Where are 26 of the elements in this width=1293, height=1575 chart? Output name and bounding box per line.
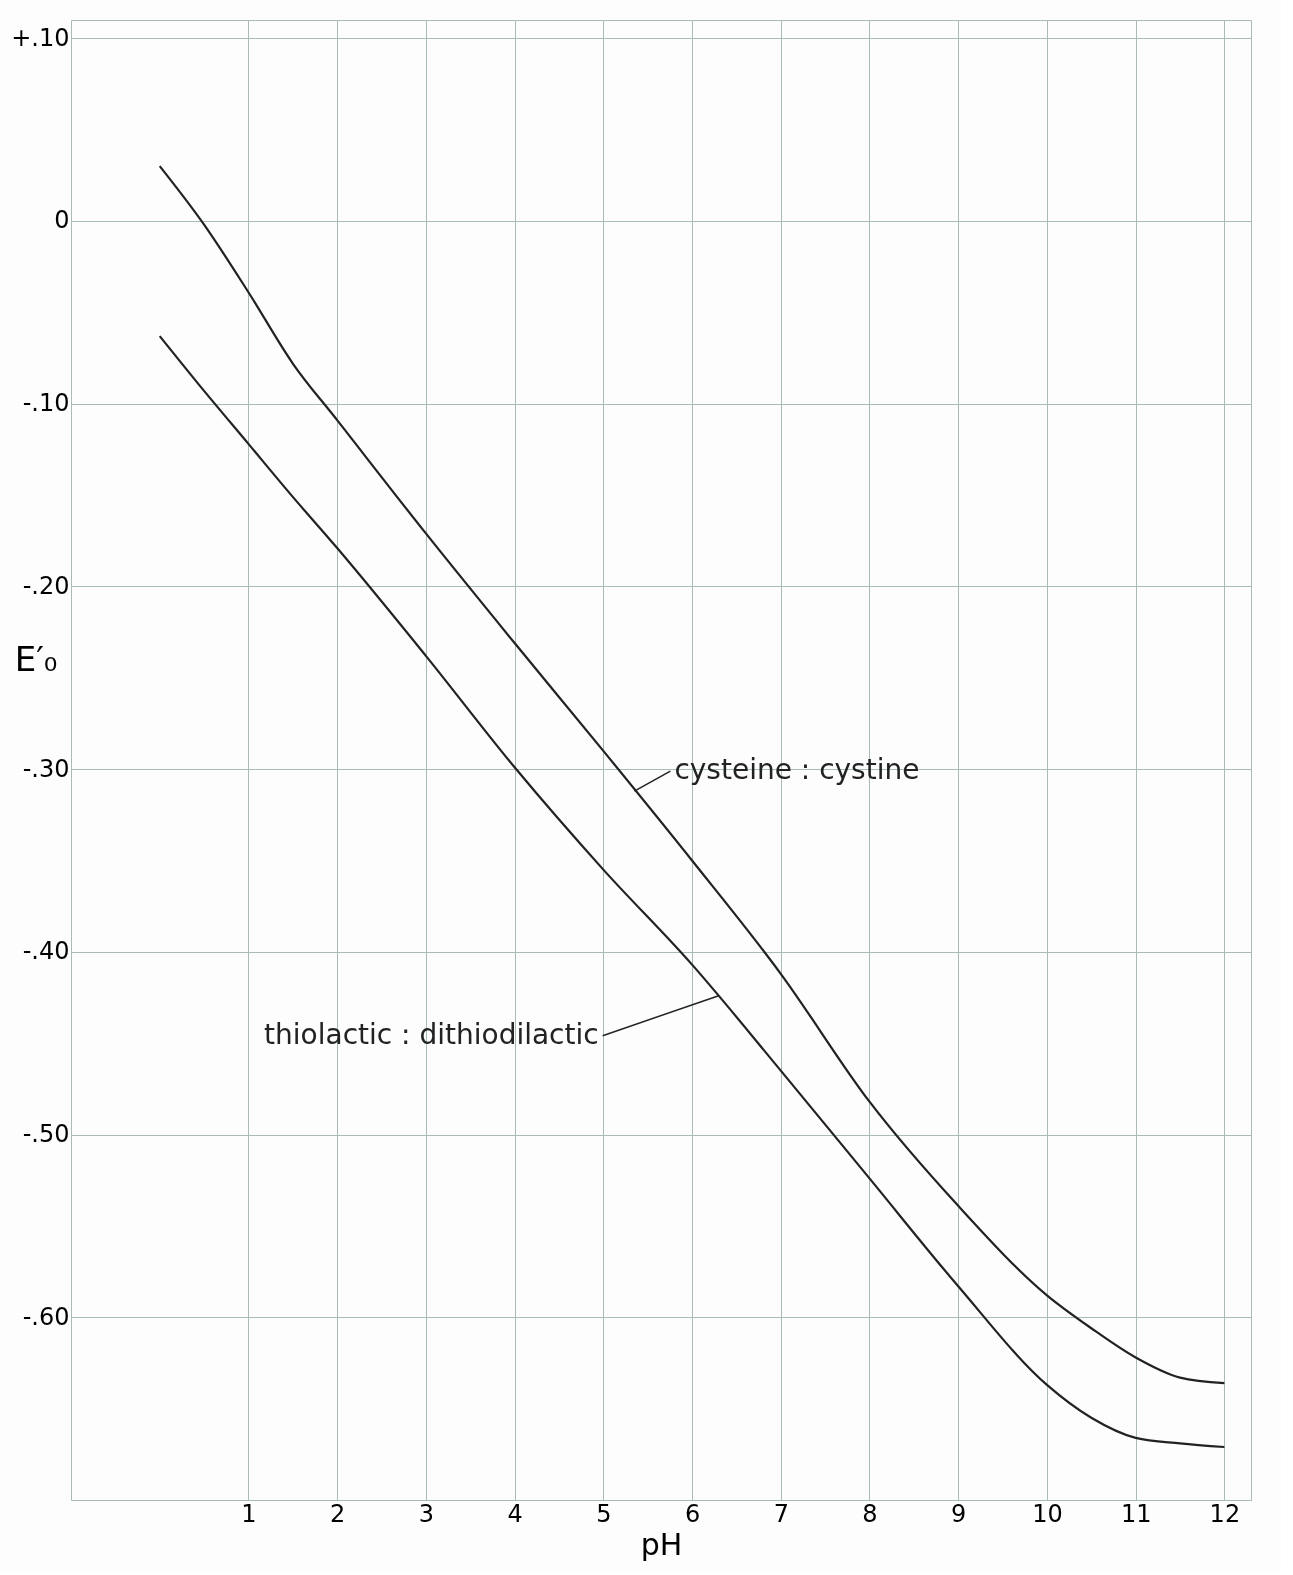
x-tick-label: 2 (330, 1499, 346, 1528)
y-tick-label: -.30 (22, 754, 70, 783)
x-tick-label: 4 (507, 1499, 523, 1528)
y-tick-label: 0 (54, 206, 70, 235)
x-tick-label: 9 (951, 1499, 967, 1528)
x-tick-label: 3 (418, 1499, 435, 1528)
x-tick-label: 8 (862, 1499, 878, 1528)
annotation: thiolactic : dithiodilactic (264, 1017, 599, 1051)
y-tick-label: -.50 (22, 1120, 70, 1149)
y-tick-label: -.20 (22, 571, 70, 600)
x-tick-label: 12 (1209, 1499, 1241, 1528)
x-tick-label: 7 (773, 1499, 789, 1528)
y-tick-label: -.40 (22, 937, 70, 966)
x-tick-label: 11 (1120, 1499, 1152, 1528)
x-tick-label: 1 (241, 1499, 257, 1528)
x-axis-title: pH (640, 1526, 683, 1562)
x-tick-label: 6 (684, 1499, 701, 1528)
y-tick-label: +.10 (11, 23, 70, 52)
line-series (158, 335, 1226, 1449)
y-tick-label: -.10 (22, 389, 70, 418)
line-series (158, 165, 1226, 1385)
x-tick-label: 5 (596, 1499, 612, 1528)
x-tick-label: 10 (1032, 1499, 1063, 1528)
y-tick-label: -.60 (22, 1302, 70, 1331)
y-axis-title: E′₀ (14, 638, 58, 679)
annotation: cysteine : cystine (674, 753, 920, 787)
